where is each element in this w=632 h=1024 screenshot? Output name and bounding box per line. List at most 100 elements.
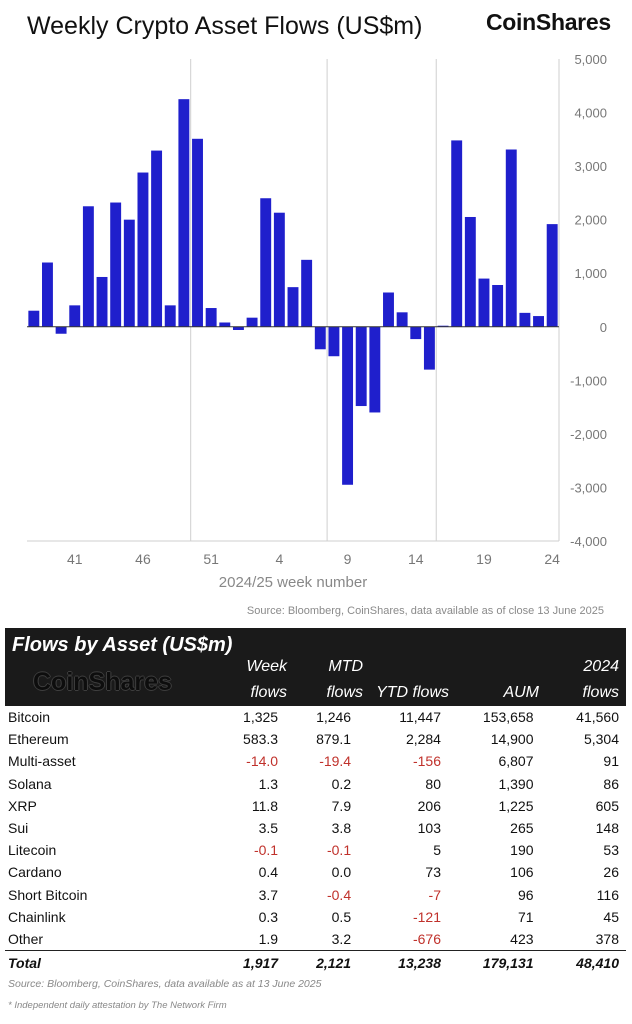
bar [505, 149, 517, 327]
y-tick-label: -2,000 [570, 427, 607, 442]
bar [355, 326, 367, 407]
asset-name: Bitcoin [8, 709, 51, 726]
x-tick-label: 41 [67, 551, 83, 567]
cell-y24: 5,304 [583, 731, 619, 748]
cell-y24: 26 [603, 864, 619, 881]
bar [478, 278, 490, 327]
cell-week: 1.9 [258, 930, 279, 947]
bar [192, 138, 203, 327]
y-tick-label: 3,000 [574, 159, 607, 174]
cell-mtd: 879.1 [316, 731, 352, 748]
asset-name: Total [5, 950, 150, 975]
cell-mtd: 0.5 [331, 908, 352, 925]
cell-y24: 86 [603, 775, 619, 792]
x-tick-label: 19 [476, 551, 492, 567]
y-tick-label: -4,000 [570, 534, 607, 549]
cell-y24: 48,410 [540, 950, 626, 975]
bar [232, 326, 244, 330]
bar [69, 305, 81, 327]
flows-table: Flows by Asset (US$m) CoinShares Week flo… [5, 628, 626, 975]
table-header: Flows by Asset (US$m) CoinShares Week flo… [5, 628, 626, 706]
cell-y24: 605 [595, 797, 619, 814]
cell-aum: 179,131 [447, 950, 541, 975]
footnote: * Independent daily attestation by The N… [8, 1000, 227, 1011]
cell-aum: 265 [510, 820, 534, 837]
cell-aum: 71 [517, 908, 534, 925]
bar [287, 287, 299, 327]
table-row: Cardano 0.4 0.0 73 106 26 [5, 861, 626, 883]
cell-aum: 1,225 [498, 797, 534, 814]
cell-ytd: 13,238 [358, 950, 448, 975]
table-row: Multi-asset -14.0 -19.4 -156 6,807 91 [5, 750, 626, 772]
cell-ytd: -7 [428, 886, 441, 903]
cell-mtd: -0.4 [326, 886, 352, 903]
table-row: Sui 3.5 3.8 103 265 148 [5, 817, 626, 839]
cell-aum: 423 [510, 930, 534, 947]
table-row: Bitcoin 1,325 1,246 11,447 153,658 41,560 [5, 706, 626, 728]
bar [110, 202, 122, 327]
bar [342, 326, 354, 485]
cell-week: 0.3 [258, 908, 279, 925]
cell-y24: 53 [603, 842, 619, 859]
bar [96, 276, 108, 327]
bar [533, 316, 544, 327]
cell-ytd: -156 [412, 753, 441, 770]
bar [410, 326, 422, 340]
asset-name: Ethereum [8, 731, 69, 748]
table-source-note: Source: Bloomberg, CoinShares, data avai… [8, 978, 322, 990]
cell-ytd: 73 [425, 864, 441, 881]
y-tick-label: 1,000 [574, 266, 607, 281]
asset-name: Litecoin [8, 842, 57, 859]
bar [437, 325, 449, 327]
asset-name: XRP [8, 797, 37, 814]
table-total-row: Total 1,917 2,121 13,238 179,131 48,410 [5, 950, 626, 975]
cell-ytd: -676 [412, 930, 441, 947]
table-row: Ethereum 583.3 879.1 2,284 14,900 5,304 [5, 728, 626, 750]
bar [301, 259, 313, 327]
asset-name: Sui [8, 820, 29, 837]
bar [164, 305, 176, 327]
table-brand-logo: CoinShares [33, 668, 172, 696]
cell-aum: 106 [510, 864, 534, 881]
cell-ytd: 103 [417, 820, 441, 837]
cell-mtd: 0.2 [331, 775, 352, 792]
bar [42, 262, 53, 327]
cell-ytd: 206 [417, 797, 441, 814]
bar [314, 326, 326, 350]
chart-title: Weekly Crypto Asset Flows (US$m) [27, 12, 423, 40]
asset-name: Short Bitcoin [8, 886, 88, 903]
table-title: Flows by Asset (US$m) [12, 634, 233, 656]
table-row: Short Bitcoin 3.7 -0.4 -7 96 116 [5, 884, 626, 906]
cell-week: 583.3 [243, 731, 279, 748]
bar [423, 326, 435, 370]
cell-mtd: 1,246 [316, 709, 352, 726]
chart-source-note: Source: Bloomberg, CoinShares, data avai… [246, 605, 604, 617]
bar [151, 150, 163, 327]
cell-mtd: 3.2 [331, 930, 352, 947]
cell-aum: 14,900 [490, 731, 534, 748]
cell-ytd: -121 [412, 908, 441, 925]
bar [246, 317, 258, 327]
bar [492, 285, 504, 327]
x-tick-label: 46 [135, 551, 151, 567]
table-row: Other 1.9 3.2 -676 423 378 [5, 928, 626, 951]
cell-aum: 1,390 [498, 775, 534, 792]
cell-week: 1,325 [243, 709, 279, 726]
header-aum: AUM [503, 684, 539, 701]
table-row: Chainlink 0.3 0.5 -121 71 45 [5, 906, 626, 928]
cell-aum: 153,658 [482, 709, 534, 726]
cell-ytd: 5 [433, 842, 441, 859]
bar [260, 198, 272, 327]
cell-week: 1,917 [149, 950, 286, 975]
cell-mtd: 3.8 [331, 820, 352, 837]
asset-name: Solana [8, 775, 52, 792]
y-tick-label: 4,000 [574, 106, 607, 121]
cell-aum: 6,807 [498, 753, 534, 770]
cell-y24: 148 [595, 820, 619, 837]
bar [464, 216, 476, 327]
table-body: Bitcoin 1,325 1,246 11,447 153,658 41,560 Ethe… [5, 706, 626, 975]
x-tick-label: 51 [203, 551, 219, 567]
cell-week: 0.4 [258, 864, 279, 881]
bar [328, 326, 340, 357]
asset-name: Cardano [8, 864, 62, 881]
